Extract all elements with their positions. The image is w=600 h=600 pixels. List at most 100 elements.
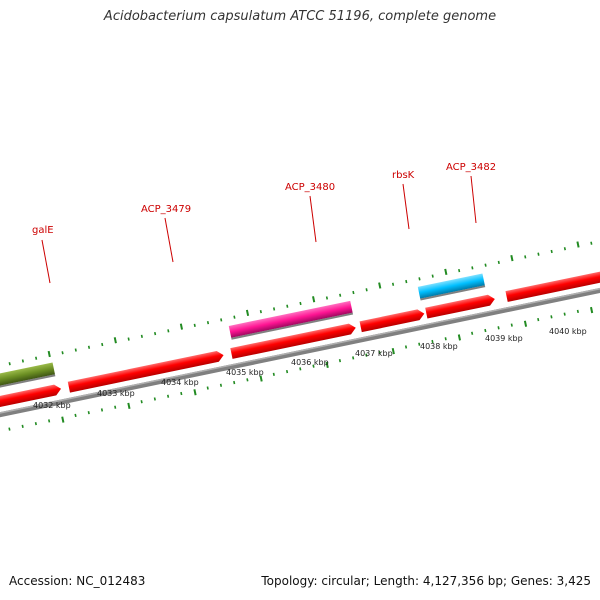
gene-forward-6[interactable]	[505, 266, 600, 302]
scale-label: 4032 kbp	[33, 401, 71, 410]
minor-tick	[431, 274, 434, 278]
minor-tick	[87, 345, 91, 349]
minor-tick	[338, 359, 342, 363]
gene-forward-5[interactable]	[425, 294, 496, 319]
minor-tick	[405, 279, 408, 284]
major-tick	[245, 309, 250, 317]
gene-forward-3[interactable]	[230, 322, 357, 359]
minor-tick	[100, 408, 104, 412]
gene-rbsK[interactable]	[359, 308, 426, 333]
minor-tick	[127, 337, 130, 341]
minor-tick	[497, 326, 500, 330]
major-tick	[61, 416, 65, 423]
scale-label: 4033 kbp	[97, 389, 135, 398]
minor-tick	[391, 282, 395, 286]
minor-tick	[484, 263, 487, 267]
minor-tick	[299, 301, 302, 306]
minor-tick	[550, 315, 553, 319]
minor-tick	[74, 413, 77, 418]
minor-tick	[272, 307, 276, 311]
minor-tick	[246, 378, 249, 382]
gene-label-galE: galE	[32, 225, 54, 236]
minor-tick	[259, 310, 262, 314]
minor-tick	[563, 247, 566, 251]
minor-tick	[206, 386, 209, 390]
minor-tick	[365, 353, 368, 357]
inner-tick-row	[8, 306, 594, 431]
minor-tick	[378, 350, 381, 355]
minor-tick	[576, 309, 579, 314]
minor-tick	[8, 427, 11, 431]
minor-tick	[418, 277, 421, 281]
minor-tick	[365, 288, 368, 292]
topology-label: Topology: circular; Length: 4,127,356 bp…	[261, 574, 591, 588]
minor-tick	[114, 405, 117, 409]
minor-tick	[550, 249, 553, 254]
minor-tick	[35, 356, 38, 360]
major-tick	[444, 268, 448, 275]
minor-tick	[312, 364, 315, 368]
minor-tick	[272, 372, 275, 376]
minor-tick	[590, 241, 593, 245]
minor-tick	[404, 345, 408, 349]
major-tick	[127, 402, 131, 410]
scale-label: 4034 kbp	[161, 378, 199, 387]
gene-forward-1[interactable]	[0, 383, 62, 408]
major-tick	[523, 320, 528, 327]
minor-tick	[220, 318, 223, 322]
minor-tick	[299, 367, 302, 371]
major-tick	[391, 348, 395, 355]
minor-tick	[471, 331, 474, 335]
minor-tick	[484, 328, 487, 333]
minor-tick	[193, 323, 196, 327]
minor-tick	[87, 411, 90, 415]
minor-tick	[510, 323, 513, 327]
gene-galE[interactable]	[0, 362, 55, 388]
gene-label-ACP_3480: ACP_3480	[285, 182, 335, 193]
minor-tick	[537, 252, 540, 256]
major-tick	[325, 361, 329, 368]
minor-tick	[431, 339, 434, 344]
minor-tick	[418, 342, 421, 346]
scale-label: 4038 kbp	[420, 342, 458, 351]
minor-tick	[21, 424, 24, 428]
major-tick	[179, 323, 184, 330]
scale-label: 4036 kbp	[291, 358, 329, 367]
major-tick	[457, 334, 461, 341]
major-tick	[193, 389, 197, 396]
gene-ACP_3480[interactable]	[228, 300, 353, 338]
minor-tick	[233, 315, 236, 319]
minor-tick	[153, 397, 156, 401]
minor-tick	[34, 421, 37, 426]
minor-tick	[471, 266, 474, 270]
minor-tick	[537, 317, 540, 322]
major-tick	[590, 306, 594, 314]
minor-tick	[61, 351, 64, 355]
minor-tick	[180, 391, 183, 396]
minor-tick	[233, 380, 236, 385]
minor-tick	[497, 260, 500, 265]
minor-tick	[206, 321, 210, 325]
gene-ACP_3479[interactable]	[67, 350, 225, 393]
minor-tick	[286, 304, 289, 308]
major-tick	[259, 375, 263, 382]
minor-tick	[74, 348, 77, 352]
minor-tick	[444, 337, 447, 341]
major-tick	[113, 337, 117, 344]
genome-title: Acidobacterium capsulatum ATCC 51196, co…	[103, 9, 497, 24]
minor-tick	[140, 334, 143, 338]
minor-tick	[8, 362, 11, 366]
minor-tick	[219, 383, 223, 387]
minor-tick	[339, 293, 342, 297]
minor-tick	[48, 419, 51, 423]
gene-label-leaders	[41, 175, 477, 284]
outer-tick-row	[8, 241, 593, 366]
gene-label-ACP_3482: ACP_3482	[446, 162, 496, 173]
minor-tick	[140, 400, 143, 404]
gene-ACP_3482[interactable]	[417, 273, 485, 299]
minor-tick	[458, 268, 461, 273]
scale-label: 4035 kbp	[226, 368, 264, 377]
minor-tick	[563, 312, 566, 316]
